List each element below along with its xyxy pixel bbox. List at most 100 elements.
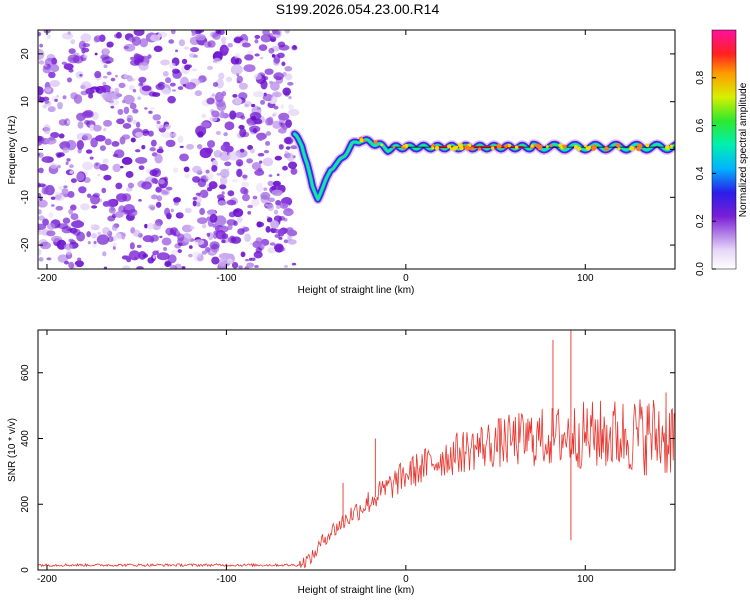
noise-blob: [173, 167, 179, 173]
noise-blob: [155, 187, 162, 193]
noise-blob: [244, 258, 250, 262]
noise-blob: [242, 42, 251, 48]
noise-blob: [137, 96, 142, 100]
noise-blob: [260, 191, 271, 200]
noise-blob: [99, 145, 106, 152]
noise-blob: [61, 61, 67, 65]
noise-blob: [102, 226, 111, 235]
spectrogram-x-ticks: -200 -100 0 100: [37, 30, 594, 284]
noise-blob: [125, 187, 133, 192]
noise-blob: [267, 203, 275, 212]
noise-blob: [270, 81, 280, 91]
noise-blob: [77, 121, 84, 129]
noise-blob: [82, 133, 93, 141]
noise-blob: [41, 187, 49, 195]
noise-blob: [196, 144, 203, 150]
noise-blob: [141, 85, 152, 92]
noise-blob: [57, 254, 69, 263]
noise-blob: [67, 191, 75, 198]
noise-blob: [252, 127, 258, 134]
noise-blob: [237, 162, 241, 166]
noise-blob: [63, 243, 73, 250]
x-tick-label: 100: [577, 574, 594, 585]
noise-blob: [201, 223, 207, 229]
noise-blob: [130, 137, 136, 143]
colorbar: 0.0 0.2 0.4 0.6 0.8 Normalized spectral ampl…: [695, 29, 749, 276]
noise-blob: [193, 239, 205, 246]
noise-blob: [206, 140, 216, 148]
noise-blob: [285, 146, 291, 150]
noise-blob: [273, 72, 284, 81]
noise-blob: [38, 215, 45, 221]
noise-blob: [38, 31, 42, 37]
noise-blob: [265, 203, 268, 207]
noise-blob: [213, 57, 222, 64]
noise-blob: [211, 165, 218, 172]
noise-blob: [104, 138, 112, 146]
noise-blob: [138, 82, 144, 87]
noise-blob: [48, 71, 56, 79]
noise-blob: [251, 198, 260, 207]
noise-blob: [80, 33, 92, 42]
snr-frame: [37, 329, 676, 571]
signal-speckle: [404, 143, 409, 148]
signal-speckle: [545, 145, 549, 148]
y-tick-label: -10: [20, 190, 31, 205]
signal-speckle: [530, 144, 534, 148]
noise-blob: [114, 211, 124, 218]
noise-blob: [284, 30, 290, 34]
snr-y-label: SNR (10 * v/v): [7, 418, 18, 482]
y-tick-label: 200: [20, 495, 31, 512]
noise-blob: [50, 64, 60, 73]
noise-blob: [170, 30, 176, 35]
snr-plot-area: [38, 330, 675, 568]
noise-blob: [110, 77, 116, 82]
x-tick-label: -200: [37, 574, 57, 585]
signal-speckle: [584, 144, 587, 148]
noise-blob: [192, 200, 197, 207]
noise-blob: [89, 194, 100, 205]
noise-blob: [138, 250, 147, 260]
noise-blob: [152, 222, 162, 231]
noise-blob: [69, 164, 74, 169]
noise-blob: [61, 187, 69, 195]
snr-x-ticks: -200 -100 0 100: [37, 330, 594, 585]
noise-blob: [112, 246, 116, 250]
signal-speckle: [454, 145, 459, 150]
signal-speckle: [537, 146, 542, 151]
noise-blob: [156, 252, 170, 261]
noise-blob: [138, 165, 145, 171]
noise-blob: [292, 45, 297, 49]
noise-blob: [218, 258, 226, 267]
noise-blob: [97, 174, 101, 177]
noise-blob: [195, 33, 206, 41]
noise-blob: [123, 43, 136, 52]
noise-blob: [255, 182, 264, 193]
noise-blob: [249, 242, 253, 245]
noise-blob: [222, 46, 230, 53]
noise-blob: [177, 249, 182, 254]
noise-blob: [158, 179, 165, 185]
noise-blob: [234, 97, 242, 105]
noise-blob: [217, 200, 227, 206]
noise-blob: [253, 118, 263, 125]
noise-blob: [38, 86, 44, 96]
y-tick-label: 400: [20, 430, 31, 447]
noise-blob: [283, 239, 289, 244]
signal-speckle: [359, 138, 364, 143]
noise-blob: [102, 81, 107, 86]
noise-blob: [269, 242, 276, 246]
noise-blob: [226, 167, 230, 170]
noise-blob: [96, 234, 110, 245]
noise-blob: [241, 181, 250, 187]
noise-blob: [38, 48, 45, 60]
noise-blob: [102, 251, 107, 257]
noise-blob: [44, 100, 50, 104]
noise-blob: [123, 203, 135, 214]
noise-blob: [164, 124, 171, 130]
noise-blob: [38, 209, 42, 215]
noise-blob: [288, 95, 292, 100]
noise-blob: [247, 211, 252, 215]
noise-blob: [267, 180, 274, 187]
